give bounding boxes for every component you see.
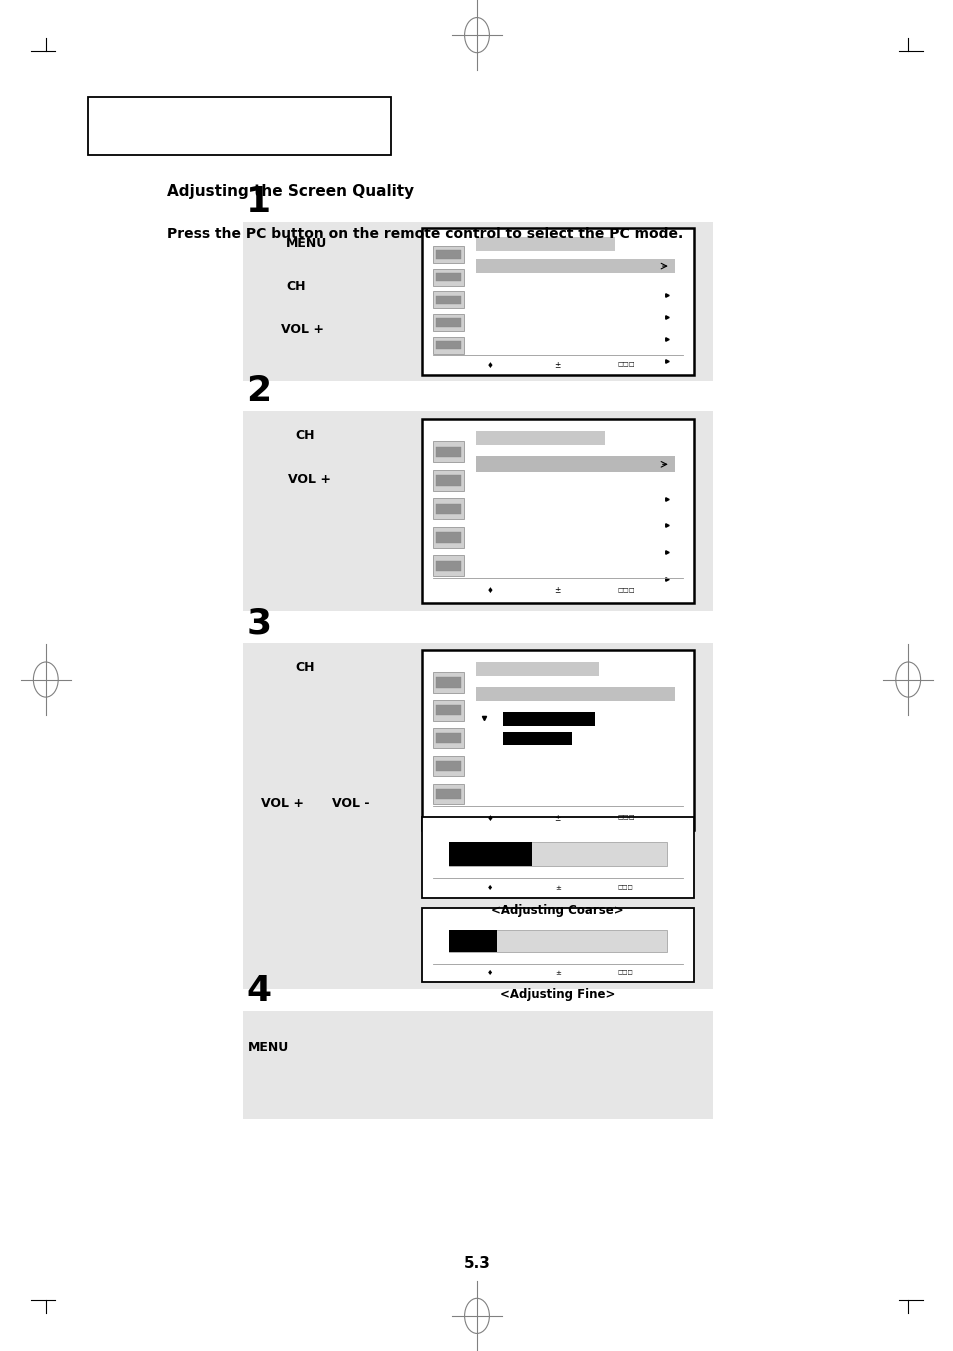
Text: □□□: □□□ bbox=[617, 816, 634, 820]
Text: □□□: □□□ bbox=[618, 885, 633, 890]
Text: Press the PC button on the remote control to select the PC mode.: Press the PC button on the remote contro… bbox=[167, 227, 682, 240]
FancyBboxPatch shape bbox=[436, 734, 460, 743]
FancyBboxPatch shape bbox=[432, 527, 463, 549]
Text: ±: ± bbox=[555, 970, 560, 975]
FancyBboxPatch shape bbox=[448, 929, 666, 952]
FancyBboxPatch shape bbox=[436, 761, 460, 771]
FancyBboxPatch shape bbox=[436, 296, 460, 304]
Text: VOL +: VOL + bbox=[281, 323, 324, 336]
Text: CH: CH bbox=[286, 280, 305, 293]
Text: ♦: ♦ bbox=[486, 970, 493, 975]
FancyBboxPatch shape bbox=[476, 662, 598, 676]
FancyBboxPatch shape bbox=[448, 929, 497, 952]
FancyBboxPatch shape bbox=[432, 755, 463, 777]
Text: MENU: MENU bbox=[248, 1040, 289, 1054]
Text: <Adjusting Fine>: <Adjusting Fine> bbox=[499, 988, 615, 1001]
Text: □□□: □□□ bbox=[617, 588, 634, 593]
FancyBboxPatch shape bbox=[243, 1011, 712, 1119]
Text: 5.3: 5.3 bbox=[463, 1255, 490, 1271]
FancyBboxPatch shape bbox=[432, 728, 463, 748]
FancyBboxPatch shape bbox=[421, 419, 693, 603]
FancyBboxPatch shape bbox=[421, 228, 693, 374]
Text: Adjusting the Screen Quality: Adjusting the Screen Quality bbox=[167, 184, 414, 199]
Text: ♦: ♦ bbox=[486, 361, 493, 370]
FancyBboxPatch shape bbox=[436, 705, 460, 716]
FancyBboxPatch shape bbox=[432, 442, 463, 462]
FancyBboxPatch shape bbox=[436, 447, 460, 457]
Text: ±: ± bbox=[555, 885, 560, 890]
FancyBboxPatch shape bbox=[436, 476, 460, 485]
Text: VOL +: VOL + bbox=[288, 473, 331, 486]
FancyBboxPatch shape bbox=[243, 411, 712, 611]
Text: ±: ± bbox=[554, 361, 560, 370]
FancyBboxPatch shape bbox=[476, 238, 615, 251]
Text: ♦: ♦ bbox=[486, 813, 493, 823]
Text: □□□: □□□ bbox=[617, 362, 634, 367]
FancyBboxPatch shape bbox=[432, 499, 463, 519]
FancyBboxPatch shape bbox=[243, 222, 712, 381]
FancyBboxPatch shape bbox=[436, 504, 460, 515]
FancyBboxPatch shape bbox=[432, 292, 463, 308]
FancyBboxPatch shape bbox=[448, 842, 666, 866]
FancyBboxPatch shape bbox=[432, 671, 463, 693]
FancyBboxPatch shape bbox=[448, 842, 531, 866]
FancyBboxPatch shape bbox=[436, 319, 460, 327]
FancyBboxPatch shape bbox=[436, 273, 460, 281]
FancyBboxPatch shape bbox=[503, 712, 655, 725]
FancyBboxPatch shape bbox=[436, 561, 460, 571]
FancyBboxPatch shape bbox=[571, 732, 617, 746]
FancyBboxPatch shape bbox=[421, 650, 693, 830]
Text: VOL +: VOL + bbox=[261, 797, 304, 811]
Text: 3: 3 bbox=[246, 607, 271, 640]
Text: VOL -: VOL - bbox=[332, 797, 369, 811]
Text: ±: ± bbox=[554, 586, 560, 596]
Text: ♦: ♦ bbox=[486, 885, 493, 890]
FancyBboxPatch shape bbox=[432, 269, 463, 285]
FancyBboxPatch shape bbox=[421, 908, 693, 982]
FancyBboxPatch shape bbox=[243, 643, 712, 989]
FancyBboxPatch shape bbox=[421, 817, 693, 898]
FancyBboxPatch shape bbox=[476, 259, 674, 273]
FancyBboxPatch shape bbox=[88, 97, 391, 155]
Text: ♦: ♦ bbox=[486, 586, 493, 596]
FancyBboxPatch shape bbox=[436, 677, 460, 688]
FancyBboxPatch shape bbox=[432, 246, 463, 263]
FancyBboxPatch shape bbox=[436, 789, 460, 798]
Text: 2: 2 bbox=[246, 374, 271, 408]
FancyBboxPatch shape bbox=[432, 313, 463, 331]
FancyBboxPatch shape bbox=[503, 732, 617, 746]
Text: CH: CH bbox=[295, 661, 314, 674]
FancyBboxPatch shape bbox=[436, 532, 460, 543]
FancyBboxPatch shape bbox=[476, 431, 604, 446]
FancyBboxPatch shape bbox=[432, 470, 463, 490]
FancyBboxPatch shape bbox=[594, 712, 655, 725]
FancyBboxPatch shape bbox=[476, 686, 674, 701]
FancyBboxPatch shape bbox=[436, 340, 460, 350]
Text: 1: 1 bbox=[246, 185, 271, 219]
Text: MENU: MENU bbox=[286, 236, 327, 250]
FancyBboxPatch shape bbox=[436, 250, 460, 258]
Text: <Adjusting Coarse>: <Adjusting Coarse> bbox=[491, 904, 623, 917]
Text: CH: CH bbox=[295, 428, 314, 442]
Text: ±: ± bbox=[554, 813, 560, 823]
FancyBboxPatch shape bbox=[432, 555, 463, 577]
FancyBboxPatch shape bbox=[476, 457, 674, 471]
Text: 4: 4 bbox=[246, 974, 271, 1008]
FancyBboxPatch shape bbox=[432, 700, 463, 720]
FancyBboxPatch shape bbox=[432, 336, 463, 354]
FancyBboxPatch shape bbox=[432, 784, 463, 804]
Text: □□□: □□□ bbox=[618, 970, 633, 975]
